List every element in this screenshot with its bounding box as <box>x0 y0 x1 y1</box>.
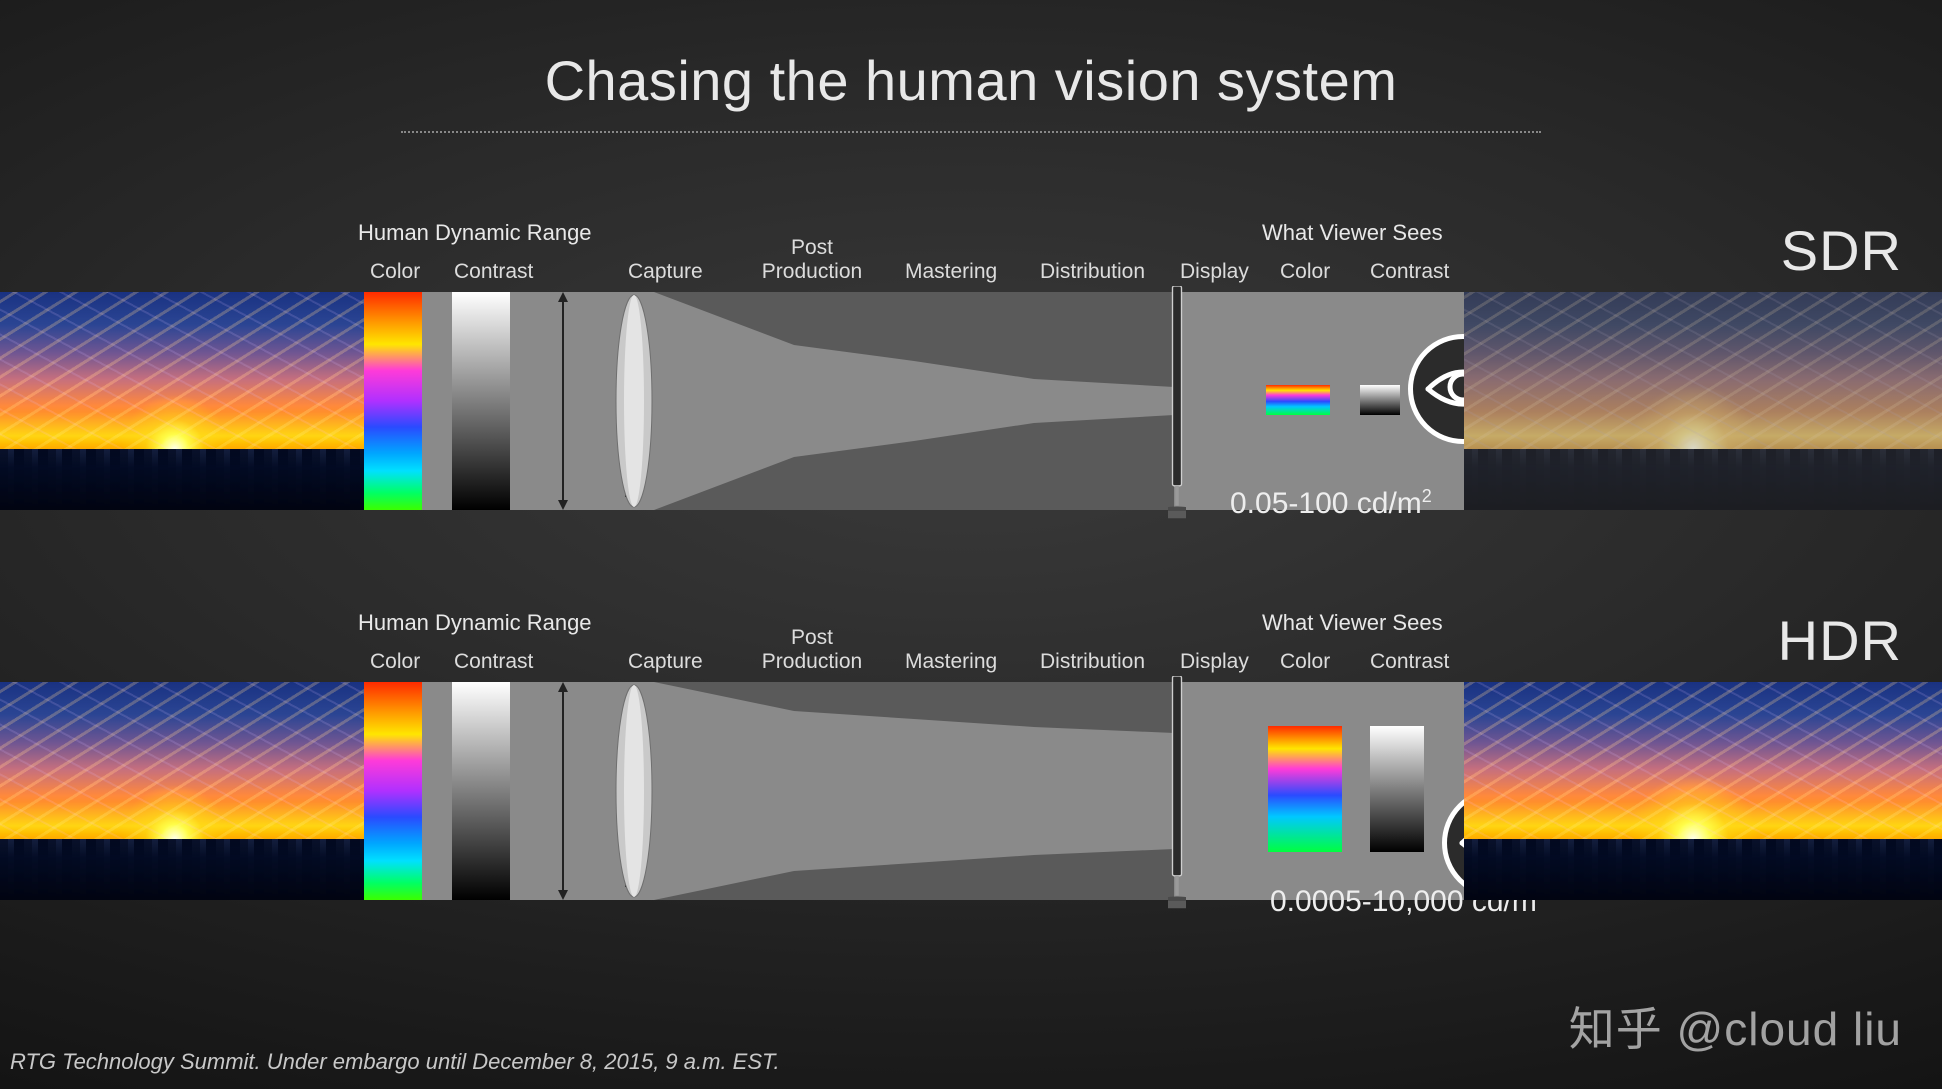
label-capture-hdr: Capture <box>628 650 703 674</box>
input-spectrum-hdr <box>364 682 422 900</box>
lens-icon-hdr <box>614 682 654 900</box>
row-sdr: SDR Human Dynamic Range What Viewer Sees… <box>0 200 1942 530</box>
output-contrast-sdr <box>1360 385 1400 415</box>
monitor-icon-sdr <box>1168 286 1186 520</box>
label-what-sdr: What Viewer Sees <box>1262 220 1443 246</box>
output-image-sdr <box>1464 292 1942 510</box>
output-contrast-hdr <box>1370 726 1424 852</box>
footer-embargo: RTG Technology Summit. Under embargo unt… <box>10 1049 780 1075</box>
range-num-sdr: 0.05-100 cd/m <box>1230 487 1422 520</box>
output-image-hdr <box>1464 682 1942 900</box>
input-image-sdr <box>0 292 364 510</box>
label-distribution-hdr: Distribution <box>1040 650 1145 674</box>
full-range-arrow-icon <box>556 292 570 510</box>
label-what-hdr: What Viewer Sees <box>1262 610 1443 636</box>
row-tag-sdr: SDR <box>1781 218 1902 283</box>
label-post1-hdr: Post <box>791 626 833 649</box>
label-color-in-hdr: Color <box>370 650 420 674</box>
full-range-anno-sdr: Full Range of Human Eye <box>538 292 568 510</box>
label-post2-hdr: Production <box>762 650 862 673</box>
label-color-out-hdr: Color <box>1280 650 1330 674</box>
label-post1-sdr: Post <box>791 236 833 259</box>
monitor-icon-hdr <box>1168 676 1186 910</box>
label-display-hdr: Display <box>1180 650 1249 674</box>
page-title: Chasing the human vision system <box>0 0 1942 113</box>
range-exp-sdr: 2 <box>1422 486 1432 506</box>
output-spectrum-hdr <box>1268 726 1342 852</box>
divider-dots <box>401 131 1541 133</box>
full-range-arrow-icon-hdr <box>556 682 570 900</box>
label-contrast-in-sdr: Contrast <box>454 260 533 284</box>
row-hdr: HDR Human Dynamic Range What Viewer Sees… <box>0 590 1942 920</box>
label-contrast-out-sdr: Contrast <box>1370 260 1449 284</box>
label-display-sdr: Display <box>1180 260 1249 284</box>
input-spectrum-sdr <box>364 292 422 510</box>
label-post-hdr: Post Production <box>752 626 872 674</box>
label-post2-sdr: Production <box>762 260 862 283</box>
full-range-anno-hdr: Full Range of Human Eye <box>538 682 568 900</box>
label-hdr-hdr: Human Dynamic Range <box>358 610 592 636</box>
funnel-sdr <box>654 292 1174 510</box>
lens-icon-sdr <box>614 292 654 510</box>
label-contrast-out-hdr: Contrast <box>1370 650 1449 674</box>
input-image-hdr <box>0 682 364 900</box>
range-value-sdr: 0.05-100 cd/m2 <box>1230 486 1432 521</box>
label-color-out-sdr: Color <box>1280 260 1330 284</box>
label-contrast-in-hdr: Contrast <box>454 650 533 674</box>
label-distribution-sdr: Distribution <box>1040 260 1145 284</box>
label-hdr-sdr: Human Dynamic Range <box>358 220 592 246</box>
label-capture-sdr: Capture <box>628 260 703 284</box>
input-contrast-sdr <box>452 292 510 510</box>
label-post-sdr: Post Production <box>752 236 872 284</box>
label-mastering-sdr: Mastering <box>905 260 997 284</box>
watermark: 知乎 @cloud liu <box>1569 993 1902 1059</box>
row-tag-hdr: HDR <box>1778 608 1902 673</box>
output-spectrum-sdr <box>1266 385 1330 415</box>
input-contrast-hdr <box>452 682 510 900</box>
funnel-hdr <box>654 682 1174 900</box>
label-color-in-sdr: Color <box>370 260 420 284</box>
label-mastering-hdr: Mastering <box>905 650 997 674</box>
